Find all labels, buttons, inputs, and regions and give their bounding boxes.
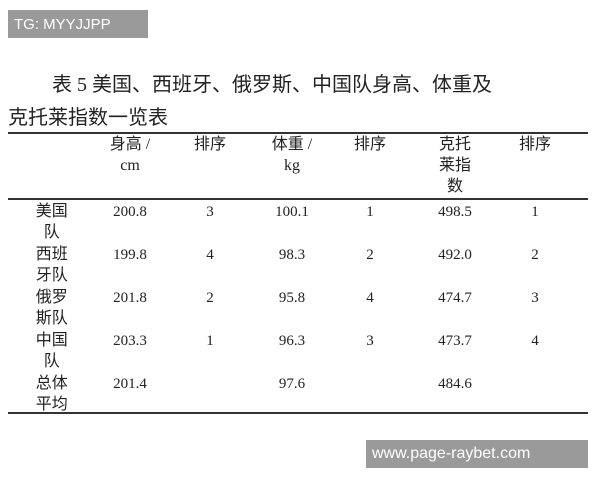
table-cell: 4	[531, 333, 539, 349]
row-label: 总体平均	[35, 375, 68, 413]
table-cell: 200.8	[113, 204, 147, 220]
table-cell: 199.8	[113, 247, 147, 263]
table-cell: 100.1	[275, 204, 309, 220]
table-cell: 492.0	[438, 247, 472, 263]
table-cell: 98.3	[278, 247, 306, 263]
row-label: 中国队	[35, 332, 68, 370]
table-cell: 473.7	[438, 333, 472, 349]
table-cell: 1	[531, 204, 539, 220]
table-cell: 3	[206, 204, 214, 220]
bottom-rule	[8, 412, 588, 414]
row-label: 美国队	[35, 203, 68, 241]
header-rule	[8, 198, 588, 200]
table-cell: 203.3	[113, 333, 147, 349]
column-header: 身高 /	[109, 136, 151, 153]
table-cell: 1	[366, 204, 374, 220]
column-header: 数	[446, 178, 463, 195]
table-cell: 3	[366, 333, 374, 349]
table-cell: 97.6	[278, 376, 306, 392]
table-cell: 1	[206, 333, 214, 349]
column-header: 体重 /	[271, 136, 313, 153]
table-title-line1: 表 5 美国、西班牙、俄罗斯、中国队身高、体重及	[52, 74, 492, 96]
column-header: 排序	[193, 136, 226, 153]
table-cell: 484.6	[438, 376, 472, 392]
table-cell: 95.8	[278, 290, 306, 306]
table-cell: 2	[366, 247, 374, 263]
table-cell: 2	[531, 247, 539, 263]
column-header: 排序	[353, 136, 386, 153]
table-title-line2: 克托莱指数一览表	[8, 107, 168, 129]
table-cell: 201.4	[113, 376, 147, 392]
table-cell: 4	[206, 247, 214, 263]
column-header: kg	[284, 157, 300, 174]
column-header: cm	[120, 157, 140, 174]
table-cell: 3	[531, 290, 539, 306]
table-cell: 498.5	[438, 204, 472, 220]
table-cell: 201.8	[113, 290, 147, 306]
table-cell: 2	[206, 290, 214, 306]
table-cell: 96.3	[278, 333, 306, 349]
watermark-bottom-right: www.page-raybet.com	[366, 440, 588, 468]
watermark-top-left: TG: MYYJJPP	[8, 10, 148, 38]
row-label: 俄罗斯队	[35, 289, 68, 327]
column-header: 排序	[518, 136, 551, 153]
table-cell: 474.7	[438, 290, 472, 306]
top-rule	[8, 132, 588, 134]
column-header: 莱指	[438, 157, 471, 174]
table-cell: 4	[366, 290, 374, 306]
row-label: 西班牙队	[35, 246, 68, 284]
column-header: 克托	[438, 136, 471, 153]
